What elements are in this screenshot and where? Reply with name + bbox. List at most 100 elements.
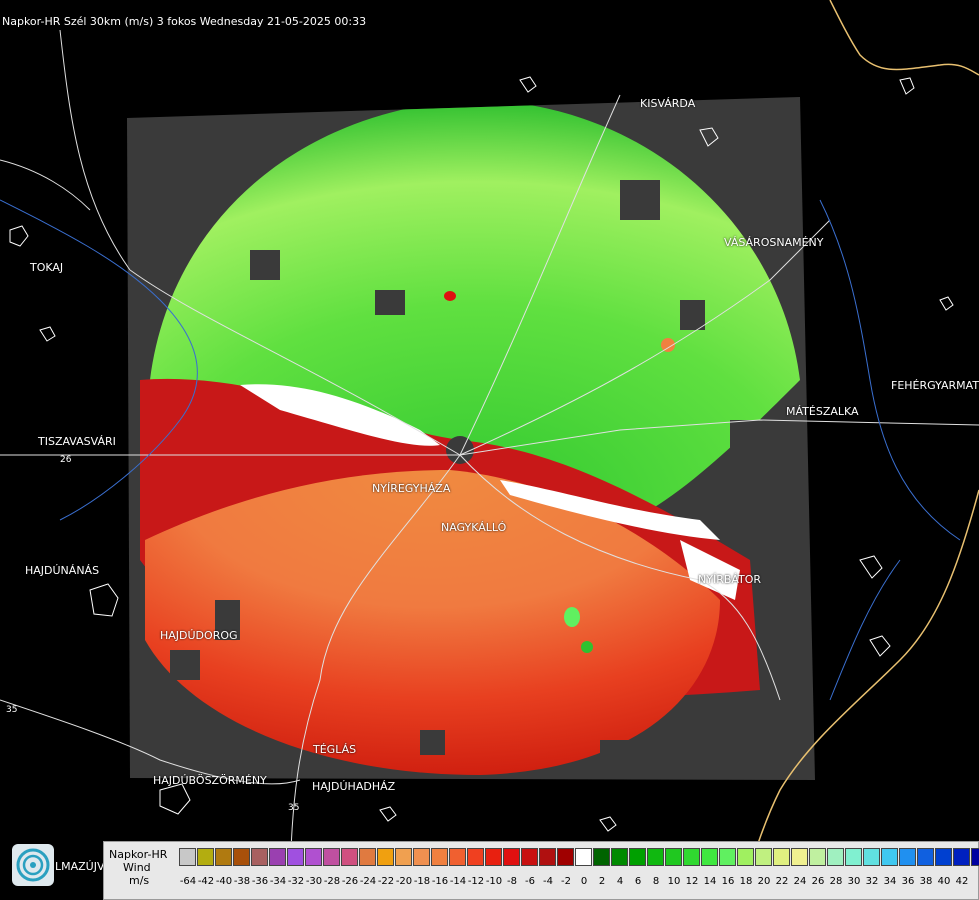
road-number: 35: [6, 705, 17, 715]
legend-swatch: [755, 848, 772, 866]
legend-swatch: [845, 848, 862, 866]
legend-swatch: [503, 848, 520, 866]
legend-tick-label: -4: [543, 876, 553, 887]
legend-swatch: [215, 848, 232, 866]
city-label: HAJDÚNÁNÁS: [25, 564, 100, 577]
legend-swatch: [683, 848, 700, 866]
city-label: TOKAJ: [30, 261, 64, 274]
legend-tick-label: 28: [829, 876, 843, 887]
legend-swatch: [629, 848, 646, 866]
legend-swatch: [557, 848, 574, 866]
legend-tick-label: -28: [323, 876, 341, 887]
legend-tick-label: 4: [616, 876, 624, 887]
legend-tick-label: -30: [305, 876, 323, 887]
legend-tick-label: 32: [865, 876, 879, 887]
legend-swatch: [593, 848, 610, 866]
legend-swatch: [809, 848, 826, 866]
legend-tick-label: 38: [919, 876, 933, 887]
road-number: 26: [60, 455, 72, 465]
legend-swatch: [737, 848, 754, 866]
legend-swatch: [359, 848, 376, 866]
legend-swatches: [179, 848, 979, 866]
legend-tick-label: 16: [721, 876, 735, 887]
legend-tick-label: -40: [215, 876, 233, 887]
city-label: TISZAVASVÁRI: [38, 435, 116, 448]
legend-tick-label: 12: [685, 876, 699, 887]
city-label: NYÍREGYHÁZA: [372, 482, 451, 495]
legend-tick-label: -26: [341, 876, 359, 887]
legend-tick-label: -8: [507, 876, 517, 887]
legend-swatch: [269, 848, 286, 866]
legend-ticks: -64 -42 -40 -38 -36 -34 -32 -30 -28 -26 -24 -22 -20-…: [179, 876, 979, 890]
logo-text: LMAZÚJVÁR: [55, 860, 119, 873]
legend-tick-label: -12: [467, 876, 485, 887]
city-label: FEHÉRGYARMAT: [891, 379, 979, 392]
legend-swatch: [305, 848, 322, 866]
legend-tick-label: 8: [652, 876, 660, 887]
legend-title: Napkor-HR Wind m/s: [109, 848, 167, 887]
legend-tick-label: -16: [431, 876, 449, 887]
legend-tick-label: -24: [359, 876, 377, 887]
legend-swatch: [323, 848, 340, 866]
legend-tick-label: -42: [197, 876, 215, 887]
legend-tick-label: -6: [525, 876, 535, 887]
legend-tick-label: -22: [377, 876, 395, 887]
legend-tick-label: -64: [179, 876, 197, 887]
city-label: MÁTÉSZALKA: [786, 405, 859, 418]
legend-swatch: [431, 848, 448, 866]
legend-swatch: [611, 848, 628, 866]
legend-swatch: [467, 848, 484, 866]
legend-tick-label: 26: [811, 876, 825, 887]
legend-swatch: [197, 848, 214, 866]
legend-tick-label: -34: [269, 876, 287, 887]
zero-line: [240, 384, 440, 446]
legend-swatch: [647, 848, 664, 866]
legend-tick-label: 42: [955, 876, 969, 887]
legend-tick-label: 36: [901, 876, 915, 887]
legend-swatch: [827, 848, 844, 866]
color-legend: Napkor-HR Wind m/s -64 -42 -40 -38 -36 -34 -32…: [103, 841, 979, 900]
legend-swatch: [179, 848, 196, 866]
legend-swatch: [773, 848, 790, 866]
city-label: HAJDÚHADHÁZ: [312, 780, 396, 793]
legend-tick-label: -18: [413, 876, 431, 887]
legend-line: Napkor-HR: [109, 848, 168, 861]
legend-tick-label: 24: [793, 876, 807, 887]
legend-line: m/s: [129, 874, 150, 887]
legend-tick-label: -32: [287, 876, 305, 887]
legend-swatch: [917, 848, 934, 866]
road-number: 35: [288, 803, 299, 813]
legend-swatch: [485, 848, 502, 866]
legend-swatch: [863, 848, 880, 866]
legend-tick-label: 0: [580, 876, 588, 887]
legend-swatch: [449, 848, 466, 866]
legend-tick-label: 6: [634, 876, 642, 887]
legend-tick-label: -36: [251, 876, 269, 887]
city-label: NYÍRBÁTOR: [698, 573, 762, 586]
legend-tick-label: -10: [485, 876, 503, 887]
legend-swatch: [377, 848, 394, 866]
legend-tick-label: 22: [775, 876, 789, 887]
legend-line: Wind: [123, 861, 151, 874]
city-label: KISVÁRDA: [640, 97, 696, 110]
legend-swatch: [287, 848, 304, 866]
legend-swatch: [953, 848, 970, 866]
legend-swatch: [341, 848, 358, 866]
legend-tick-label: 2: [598, 876, 606, 887]
legend-swatch: [881, 848, 898, 866]
logo-icon: [12, 844, 54, 886]
legend-tick-label: 34: [883, 876, 897, 887]
legend-tick-label: -14: [449, 876, 467, 887]
legend-swatch: [539, 848, 556, 866]
legend-tick-label: 18: [739, 876, 753, 887]
legend-tick-label: 14: [703, 876, 717, 887]
legend-swatch: [665, 848, 682, 866]
legend-tick-label: 10: [667, 876, 681, 887]
legend-tick-label: -38: [233, 876, 251, 887]
legend-swatch: [701, 848, 718, 866]
legend-tick-label: -20: [395, 876, 413, 887]
legend-swatch: [521, 848, 538, 866]
legend-tick-label: 40: [937, 876, 951, 887]
city-label: VÁSÁROSNAMÉNY: [724, 236, 824, 249]
